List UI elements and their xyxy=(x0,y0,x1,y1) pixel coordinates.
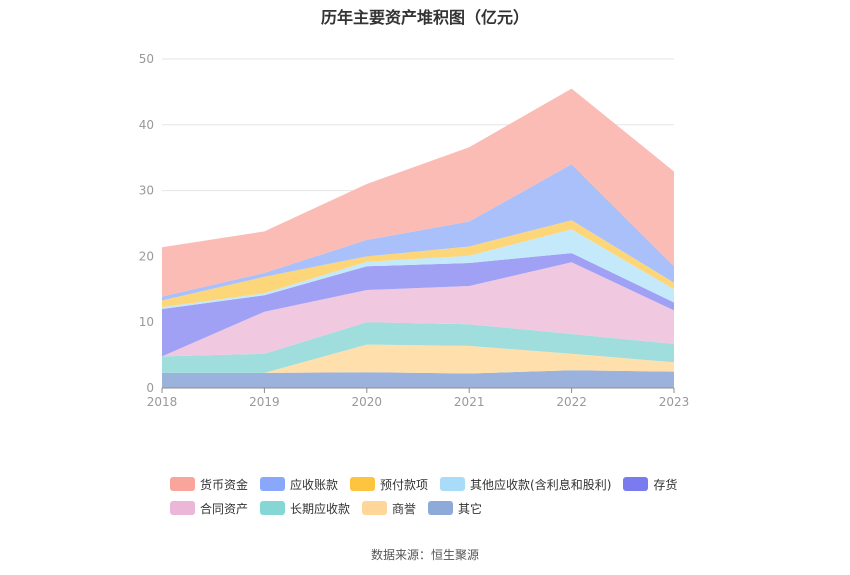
legend-label: 预付款项 xyxy=(380,477,429,492)
legend-item[interactable]: 应收账款 xyxy=(260,476,338,493)
x-tick-label: 2018 xyxy=(147,395,178,409)
y-tick-label: 30 xyxy=(139,184,154,198)
data-source: 数据来源：恒生聚源 xyxy=(370,548,479,562)
legend-item[interactable]: 预付款项 xyxy=(350,476,428,493)
legend-item[interactable]: 其它 xyxy=(428,500,482,517)
x-tick-label: 2020 xyxy=(352,395,383,409)
y-tick-label: 0 xyxy=(146,381,154,395)
y-tick-label: 20 xyxy=(139,249,154,263)
y-tick-label: 10 xyxy=(139,315,154,329)
x-tick-label: 2022 xyxy=(556,395,587,409)
area-series-预付款项 xyxy=(162,220,674,308)
legend-label: 货币资金 xyxy=(200,477,249,492)
area-series-货币资金 xyxy=(162,88,674,297)
area-series-应收账款 xyxy=(162,164,674,301)
legend-label: 应收账款 xyxy=(290,477,339,492)
legend-swatch xyxy=(428,501,454,515)
legend-item[interactable]: 存货 xyxy=(623,476,677,493)
x-tick-label: 2023 xyxy=(659,395,690,409)
legend-label: 存货 xyxy=(653,477,678,492)
legend-label: 其它 xyxy=(458,501,483,516)
legend-swatch xyxy=(170,477,195,491)
y-tick-label: 50 xyxy=(139,52,154,66)
area-series-其它 xyxy=(162,370,674,388)
area-series-长期应收款 xyxy=(162,322,674,373)
legend-swatch xyxy=(170,501,195,515)
legend-swatch xyxy=(350,477,376,491)
legend-item[interactable]: 货币资金 xyxy=(170,476,248,493)
chart-title: 历年主要资产堆积图（亿元） xyxy=(320,8,529,27)
axes: 0 10 20 30 40 50 2018 2019 2020 2021 2022 2023 xyxy=(139,52,690,409)
legend-swatch xyxy=(440,477,466,491)
area-series-商誉 xyxy=(162,344,674,374)
legend: 货币资金 应收账款 预付款项 其他应收款(含利息和股利) 存货 合同资产 长期应收款 商誉 其… xyxy=(170,472,730,520)
legend-item[interactable]: 其他应收款(含利息和股利) xyxy=(440,476,611,493)
legend-swatch xyxy=(623,477,649,491)
x-tick-label: 2021 xyxy=(454,395,485,409)
legend-item[interactable]: 合同资产 xyxy=(170,500,248,517)
legend-row: 货币资金 应收账款 预付款项 其他应收款(含利息和股利) 存货 xyxy=(170,472,730,496)
legend-swatch xyxy=(362,501,388,515)
legend-swatch xyxy=(260,501,286,515)
legend-item[interactable]: 长期应收款 xyxy=(260,500,350,517)
legend-label: 长期应收款 xyxy=(290,501,351,516)
legend-item[interactable]: 商誉 xyxy=(362,500,416,517)
x-tick-label: 2019 xyxy=(249,395,280,409)
legend-label: 商誉 xyxy=(392,501,417,516)
area-series xyxy=(162,88,674,388)
legend-row: 合同资产 长期应收款 商誉 其它 xyxy=(170,496,730,520)
area-series-其他应收款(含利息和股利) xyxy=(162,229,674,309)
legend-label: 其他应收款(含利息和股利) xyxy=(470,477,612,492)
area-series-合同资产 xyxy=(162,262,674,357)
area-series-存货 xyxy=(162,253,674,357)
legend-swatch xyxy=(260,477,286,491)
y-tick-label: 40 xyxy=(139,118,154,132)
legend-label: 合同资产 xyxy=(200,501,249,516)
